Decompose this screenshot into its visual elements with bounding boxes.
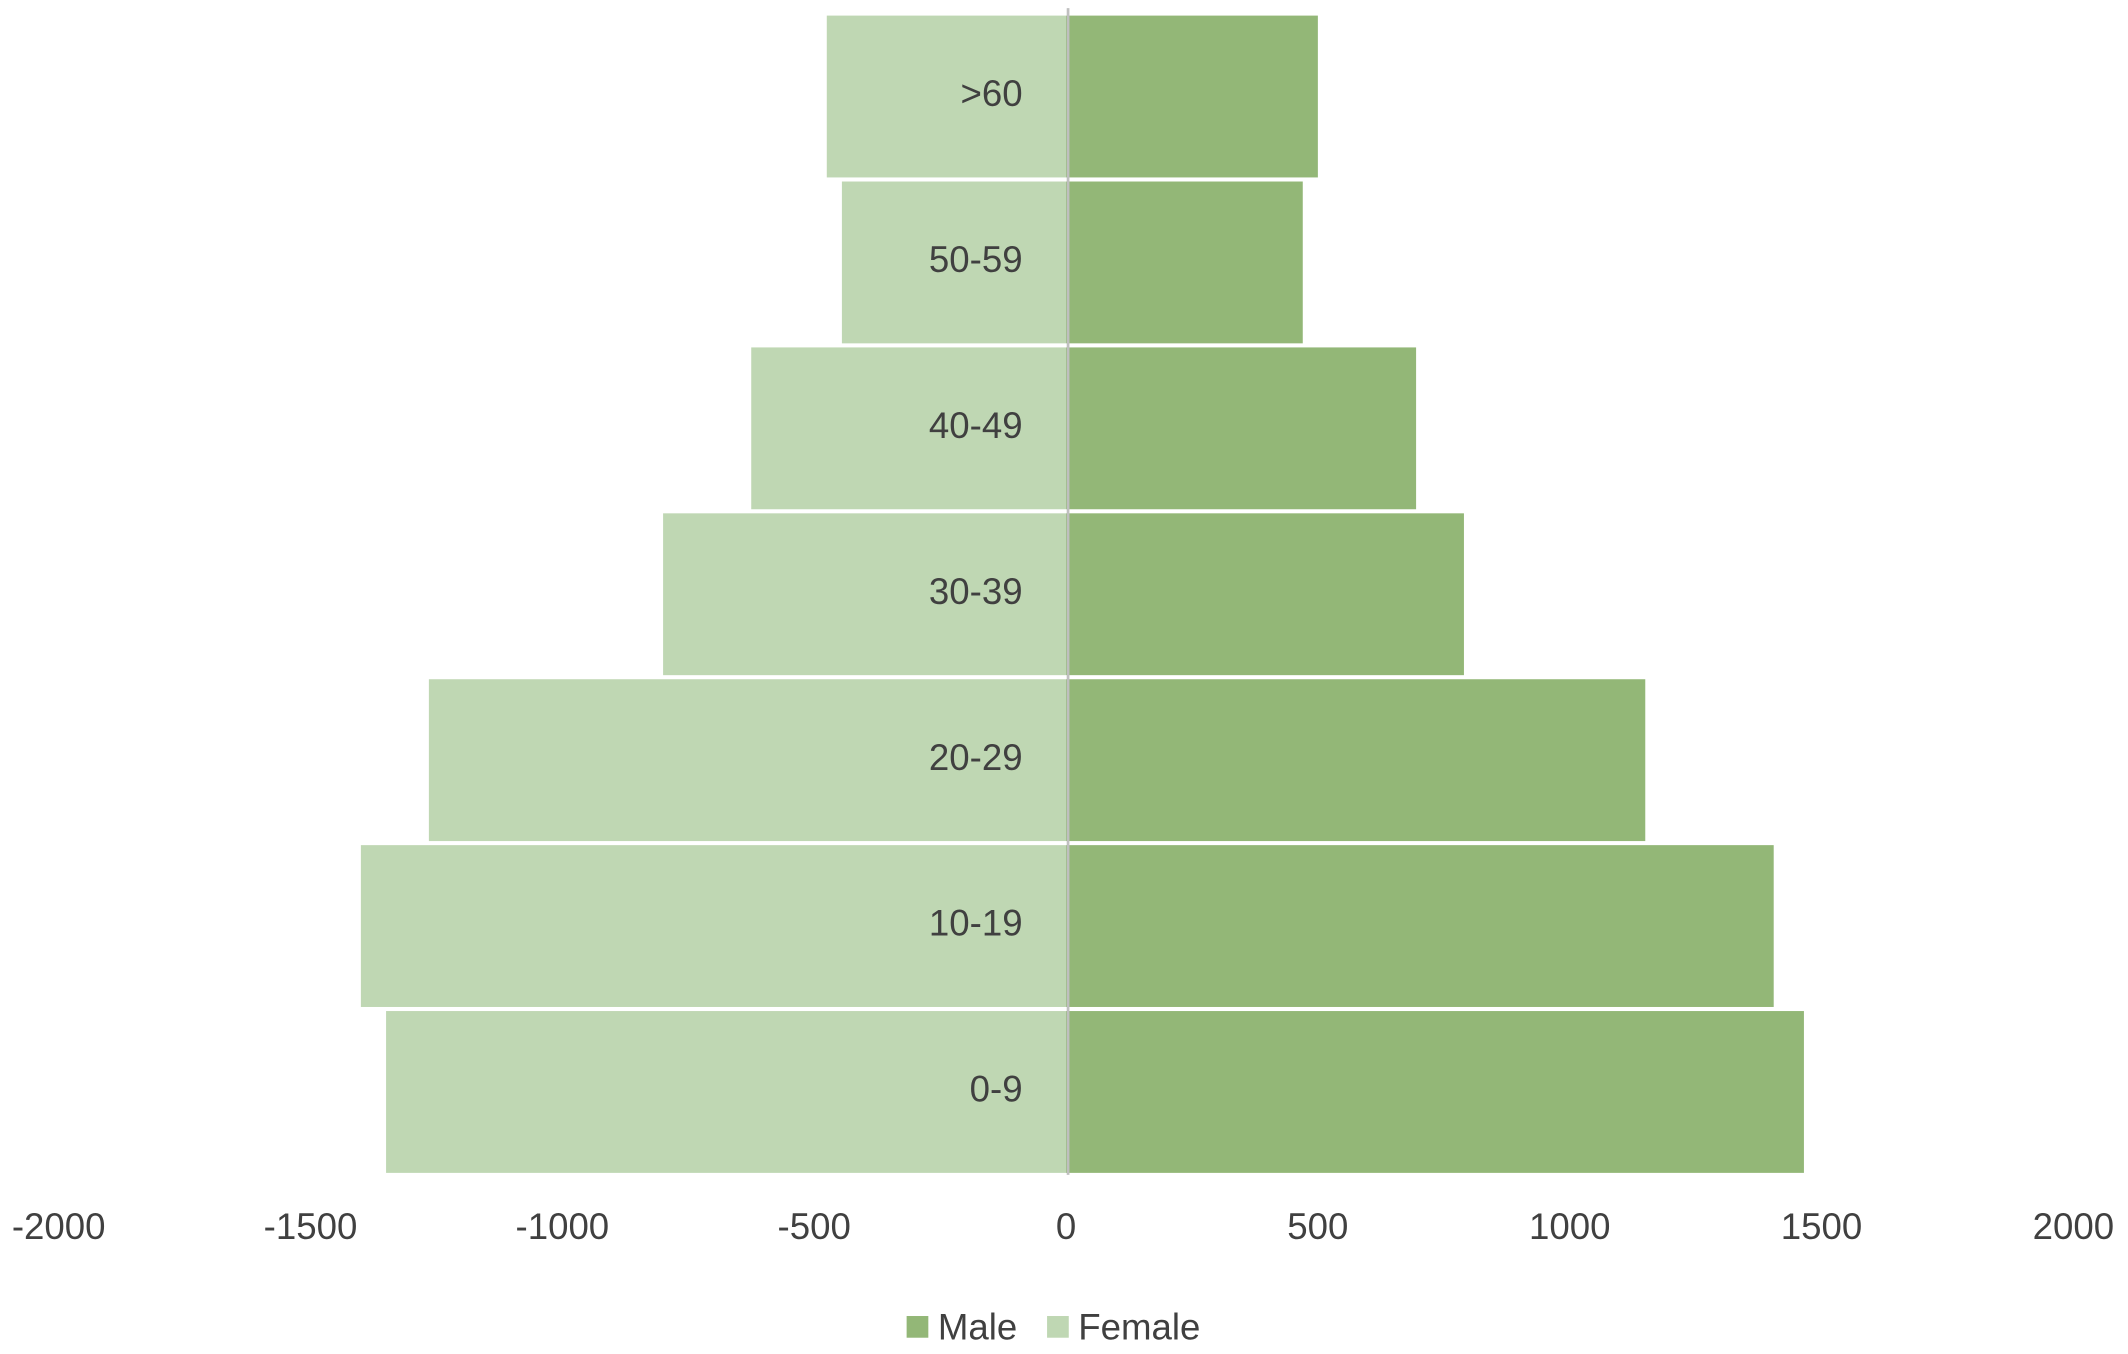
bar [1066, 679, 1646, 842]
x-tick-label: 0 [1056, 1206, 1076, 1247]
bar [1066, 15, 1318, 178]
bar [663, 513, 1067, 676]
bar [386, 1011, 1067, 1173]
x-tick-label: 1500 [1781, 1206, 1862, 1247]
category-label: 40-49 [929, 405, 1023, 446]
x-tick-label: 500 [1287, 1206, 1348, 1247]
bar [1066, 513, 1464, 676]
bars [360, 15, 1804, 1173]
x-tick-label: -500 [778, 1206, 851, 1247]
bar [428, 679, 1067, 842]
category-label: 20-29 [929, 737, 1023, 778]
bar [1066, 845, 1774, 1007]
x-tick-label: -2000 [12, 1206, 106, 1247]
bar [826, 15, 1067, 178]
category-label: 50-59 [929, 239, 1023, 280]
legend-swatch [906, 1316, 929, 1338]
bar [1066, 347, 1417, 510]
x-tick-label: -1000 [516, 1206, 610, 1247]
category-label: 10-19 [929, 903, 1023, 944]
labels: 0-9 10-19 20-29 30-39 40-49 50-59 >60 -2000 -150… [12, 73, 2114, 1247]
bar [1066, 181, 1303, 344]
legend-label: Female [1078, 1306, 1200, 1347]
bar [841, 181, 1067, 344]
x-tick-label: 1000 [1529, 1206, 1610, 1247]
bar [751, 347, 1067, 510]
x-tick-label: 2000 [2033, 1206, 2114, 1247]
legend-item: Female [1047, 1306, 1200, 1347]
category-label: 0-9 [970, 1069, 1023, 1110]
category-label: >60 [960, 73, 1022, 114]
legend-item: Male [906, 1306, 1017, 1347]
bar [1066, 1011, 1804, 1173]
category-label: 30-39 [929, 571, 1023, 612]
bar [360, 845, 1067, 1007]
legend-label: Male [938, 1306, 1017, 1347]
x-tick-label: -1500 [264, 1206, 358, 1247]
legend-swatch [1047, 1316, 1069, 1338]
